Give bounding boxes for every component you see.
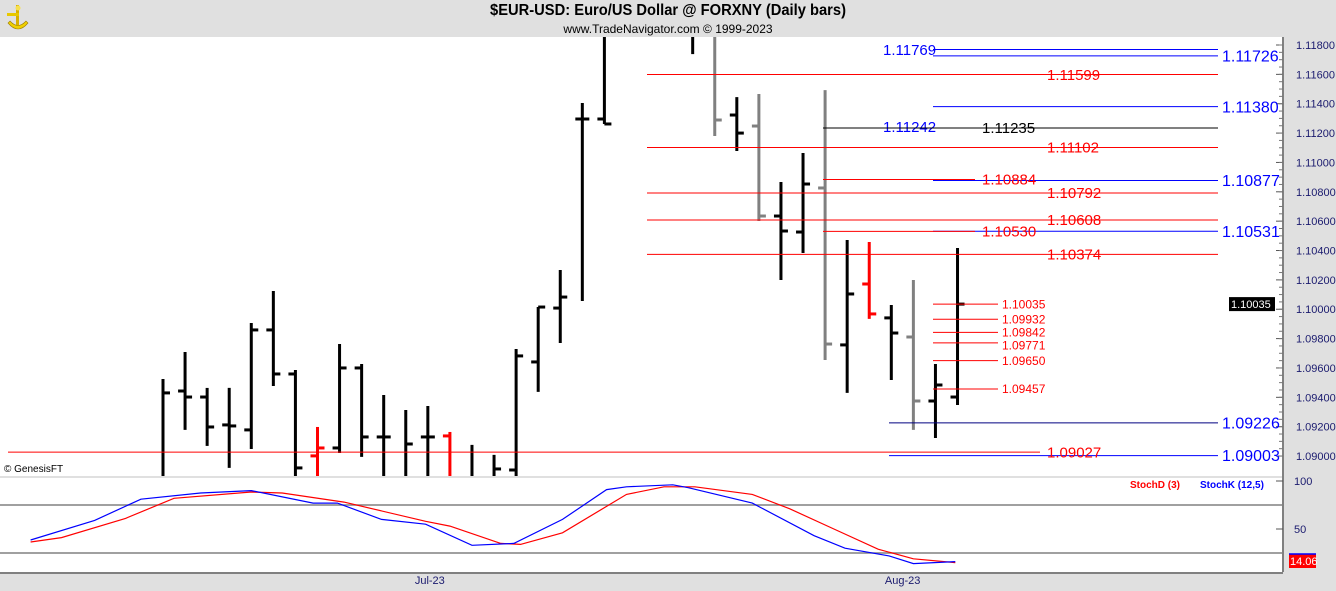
y-tick-label: 1.09400 (1296, 392, 1336, 404)
x-tick-label: Aug-23 (885, 575, 920, 587)
chart-title: $EUR-USD: Euro/US Dollar @ FORXNY (Daily… (490, 2, 846, 19)
level-label: 1.11235 (982, 120, 1035, 137)
y-tick-label: 1.11600 (1296, 69, 1335, 81)
stoch-tick-label: 50 (1294, 524, 1306, 536)
watermark: © GenesisFT (4, 464, 63, 475)
y-tick-label: 1.10000 (1296, 304, 1336, 316)
stoch-tick-label: 100 (1294, 476, 1312, 488)
y-tick-label: 1.11400 (1296, 99, 1335, 111)
level-label: 1.09226 (1222, 415, 1280, 432)
level-label: 1.11102 (1047, 140, 1099, 157)
level-label: 1.11726 (1222, 48, 1279, 65)
level-label: 1.09932 (1002, 312, 1046, 326)
x-tick-label: Jul-23 (415, 575, 445, 587)
y-tick-label: 1.11200 (1296, 128, 1335, 140)
stoch-legend-blue: StochK (12,5) (1200, 480, 1264, 491)
level-label: 1.11380 (1222, 99, 1279, 116)
stoch-panel (0, 478, 1283, 572)
y-tick-label: 1.11000 (1296, 157, 1335, 169)
level-label: 1.09027 (1047, 444, 1101, 461)
level-label: 1.09771 (1002, 338, 1046, 352)
y-tick-label: 1.10400 (1296, 246, 1336, 258)
level-label: 1.10792 (1047, 185, 1101, 202)
level-label: 1.10877 (1222, 173, 1280, 190)
y-tick-label: 1.09800 (1296, 334, 1336, 346)
last-price-label: 1.10035 (1231, 299, 1271, 311)
y-tick-label: 1.09600 (1296, 363, 1336, 375)
level-label: 1.10884 (982, 172, 1036, 189)
y-tick-label: 1.10200 (1296, 275, 1336, 287)
y-tick-label: 1.10600 (1296, 216, 1336, 228)
chart-subtitle: www.TradeNavigator.com © 1999-2023 (563, 22, 773, 36)
price-panel (0, 37, 1283, 476)
level-label: 1.10530 (982, 224, 1036, 241)
y-tick-label: 1.11800 (1296, 40, 1335, 52)
sextant-logo-icon (4, 3, 32, 33)
stoch-last-badge (1289, 554, 1316, 568)
level-label: 1.09842 (1002, 326, 1046, 340)
last-price-badge (1229, 297, 1275, 312)
stoch-legend-red: StochD (3) (1130, 480, 1180, 491)
level-label: 1.10608 (1047, 212, 1101, 229)
stoch-line-red (30, 486, 956, 564)
level-label: 1.09003 (1222, 448, 1280, 465)
level-label: 1.10374 (1047, 247, 1101, 264)
stoch-line-blue (30, 484, 956, 565)
price-plot (161, 37, 965, 476)
level-label: 1.09650 (1002, 354, 1046, 368)
y-tick-label: 1.09200 (1296, 422, 1336, 434)
y-tick-label: 1.09000 (1296, 451, 1336, 463)
y-tick-label: 1.10800 (1296, 187, 1336, 199)
level-label: 1.10531 (1222, 224, 1280, 241)
level-label: 1.11769 (883, 42, 936, 59)
level-label: 1.11599 (1047, 67, 1100, 84)
level-label: 1.10035 (1002, 297, 1046, 311)
level-label: 1.09457 (1002, 382, 1046, 396)
stoch-last-label: 14.06 (1290, 556, 1318, 568)
